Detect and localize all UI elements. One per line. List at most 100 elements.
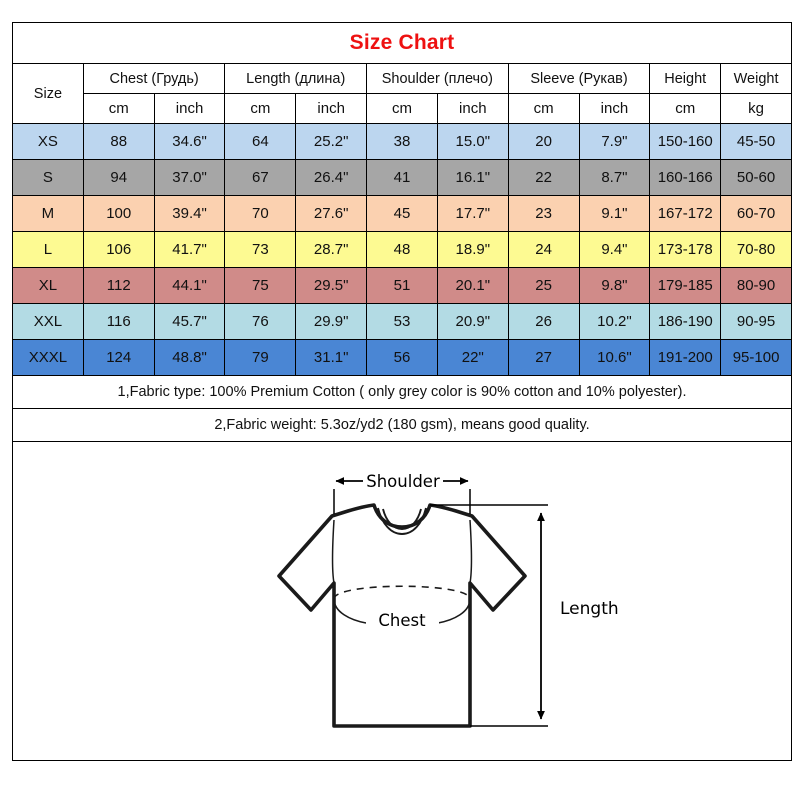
table-cell: 29.9" (295, 303, 368, 340)
table-cell: 20 (507, 123, 580, 160)
table-cell: 150-160 (649, 123, 722, 160)
table-cell: 70 (224, 195, 297, 232)
table-cell: 191-200 (649, 339, 722, 376)
table-cell: 16.1" (436, 159, 509, 196)
header-unit-sleeve-cm: cm (507, 93, 580, 124)
table-cell: 160-166 (649, 159, 722, 196)
chest-dimension: Chest (366, 607, 439, 632)
header-unit-shoulder-cm: cm (366, 93, 438, 124)
table-cell: 26 (507, 303, 580, 340)
table-cell: 116 (82, 303, 155, 340)
table-cell: 44.1" (153, 267, 226, 304)
note-row-1: 1,Fabric type: 100% Premium Cotton ( onl… (12, 375, 792, 409)
table-cell: 37.0" (153, 159, 226, 196)
table-cell: 173-178 (649, 231, 722, 268)
table-cell: 106 (82, 231, 155, 268)
table-cell: 9.1" (578, 195, 651, 232)
size-label-s: S (12, 159, 84, 196)
table-cell: 100 (82, 195, 155, 232)
title-row: Size Chart (12, 22, 792, 64)
table-cell: 79 (224, 339, 297, 376)
table-cell: 10.6" (578, 339, 651, 376)
shoulder-label: Shoulder (366, 472, 440, 491)
table-cell: 28.7" (295, 231, 368, 268)
tshirt-diagram-svg: Shoulder Length (277, 470, 630, 728)
chest-label: Chest (378, 611, 426, 630)
table-cell: 9.8" (578, 267, 651, 304)
table-cell: 8.7" (578, 159, 651, 196)
table-cell: 22 (507, 159, 580, 196)
length-dimension: Length (430, 504, 630, 727)
tshirt-diagram-cell: Shoulder Length (12, 441, 792, 761)
table-cell: 186-190 (649, 303, 722, 340)
header-unit-chest-cm: cm (82, 93, 155, 124)
table-cell: 95-100 (720, 339, 792, 376)
table-cell: 80-90 (720, 267, 792, 304)
collar-ribbing (377, 507, 427, 535)
table-cell: 25 (507, 267, 580, 304)
table-cell: 38 (366, 123, 438, 160)
shoulder-dimension: Shoulder (333, 470, 471, 514)
table-row: XXXL 124 48.8" 79 31.1" 56 22" 27 10.6" 191-200 95… (12, 339, 792, 376)
header-unit-shoulder-inch: inch (436, 93, 509, 124)
header-size: Size (12, 63, 84, 124)
table-cell: 60-70 (720, 195, 792, 232)
table-cell: 24 (507, 231, 580, 268)
page-title: Size Chart (349, 31, 455, 54)
header-group-height: Height (649, 63, 722, 94)
table-cell: 20.1" (436, 267, 509, 304)
header-unit-sleeve-inch: inch (578, 93, 651, 124)
table-row: S 94 37.0" 67 26.4" 41 16.1" 22 8.7" 160-166 50-60 (12, 159, 792, 196)
table-cell: 88 (82, 123, 155, 160)
table-row: XS 88 34.6" 64 25.2" 38 15.0" 20 7.9" 150-160 45-5… (12, 123, 792, 160)
size-label-xxxl: XXXL (12, 339, 84, 376)
size-label-xxl: XXL (12, 303, 84, 340)
header-unit-length-inch: inch (295, 93, 368, 124)
size-chart-table: Size Chart Size Chest (Грудь) Length (дл… (12, 22, 792, 761)
table-cell: 7.9" (578, 123, 651, 160)
table-cell: 48 (366, 231, 438, 268)
table-row: XL 112 44.1" 75 29.5" 51 20.1" 25 9.8" 179-185 80-… (12, 267, 792, 304)
table-cell: 56 (366, 339, 438, 376)
table-cell: 64 (224, 123, 297, 160)
header-unit-weight-kg: kg (720, 93, 792, 124)
header-group-chest: Chest (Грудь) (82, 63, 226, 94)
table-cell: 34.6" (153, 123, 226, 160)
table-cell: 51 (366, 267, 438, 304)
size-chart-body: Size Chart Size Chest (Грудь) Length (дл… (12, 22, 792, 761)
table-row: XXL 116 45.7" 76 29.9" 53 20.9" 26 10.2" 186-190 9… (12, 303, 792, 340)
note-row-2: 2,Fabric weight: 5.3oz/yd2 (180 gsm), me… (12, 408, 792, 442)
table-cell: 67 (224, 159, 297, 196)
chest-ellipse (333, 585, 471, 624)
fabric-note-2: 2,Fabric weight: 5.3oz/yd2 (180 gsm), me… (12, 408, 792, 442)
chart-title-cell: Size Chart (12, 22, 792, 64)
table-cell: 27.6" (295, 195, 368, 232)
size-label-l: L (12, 231, 84, 268)
length-label: Length (560, 599, 619, 619)
table-cell: 18.9" (436, 231, 509, 268)
table-cell: 29.5" (295, 267, 368, 304)
header-group-sleeve: Sleeve (Рукав) (507, 63, 651, 94)
table-cell: 124 (82, 339, 155, 376)
fabric-note-1: 1,Fabric type: 100% Premium Cotton ( onl… (12, 375, 792, 409)
table-cell: 17.7" (436, 195, 509, 232)
table-row: M 100 39.4" 70 27.6" 45 17.7" 23 9.1" 167-172 60-7… (12, 195, 792, 232)
table-cell: 45 (366, 195, 438, 232)
table-cell: 15.0" (436, 123, 509, 160)
table-cell: 53 (366, 303, 438, 340)
table-cell: 76 (224, 303, 297, 340)
table-cell: 73 (224, 231, 297, 268)
table-cell: 31.1" (295, 339, 368, 376)
diagram-row: Shoulder Length (12, 441, 792, 761)
header-unit-row: cm inch cm inch cm inch cm inch cm kg (13, 93, 792, 124)
table-cell: 70-80 (720, 231, 792, 268)
table-cell: 179-185 (649, 267, 722, 304)
tshirt-diagram: Shoulder Length (13, 442, 791, 760)
header-group-shoulder: Shoulder (плечо) (366, 63, 509, 94)
table-cell: 75 (224, 267, 297, 304)
table-cell: 20.9" (436, 303, 509, 340)
table-cell: 41.7" (153, 231, 226, 268)
table-cell: 45-50 (720, 123, 792, 160)
table-cell: 39.4" (153, 195, 226, 232)
